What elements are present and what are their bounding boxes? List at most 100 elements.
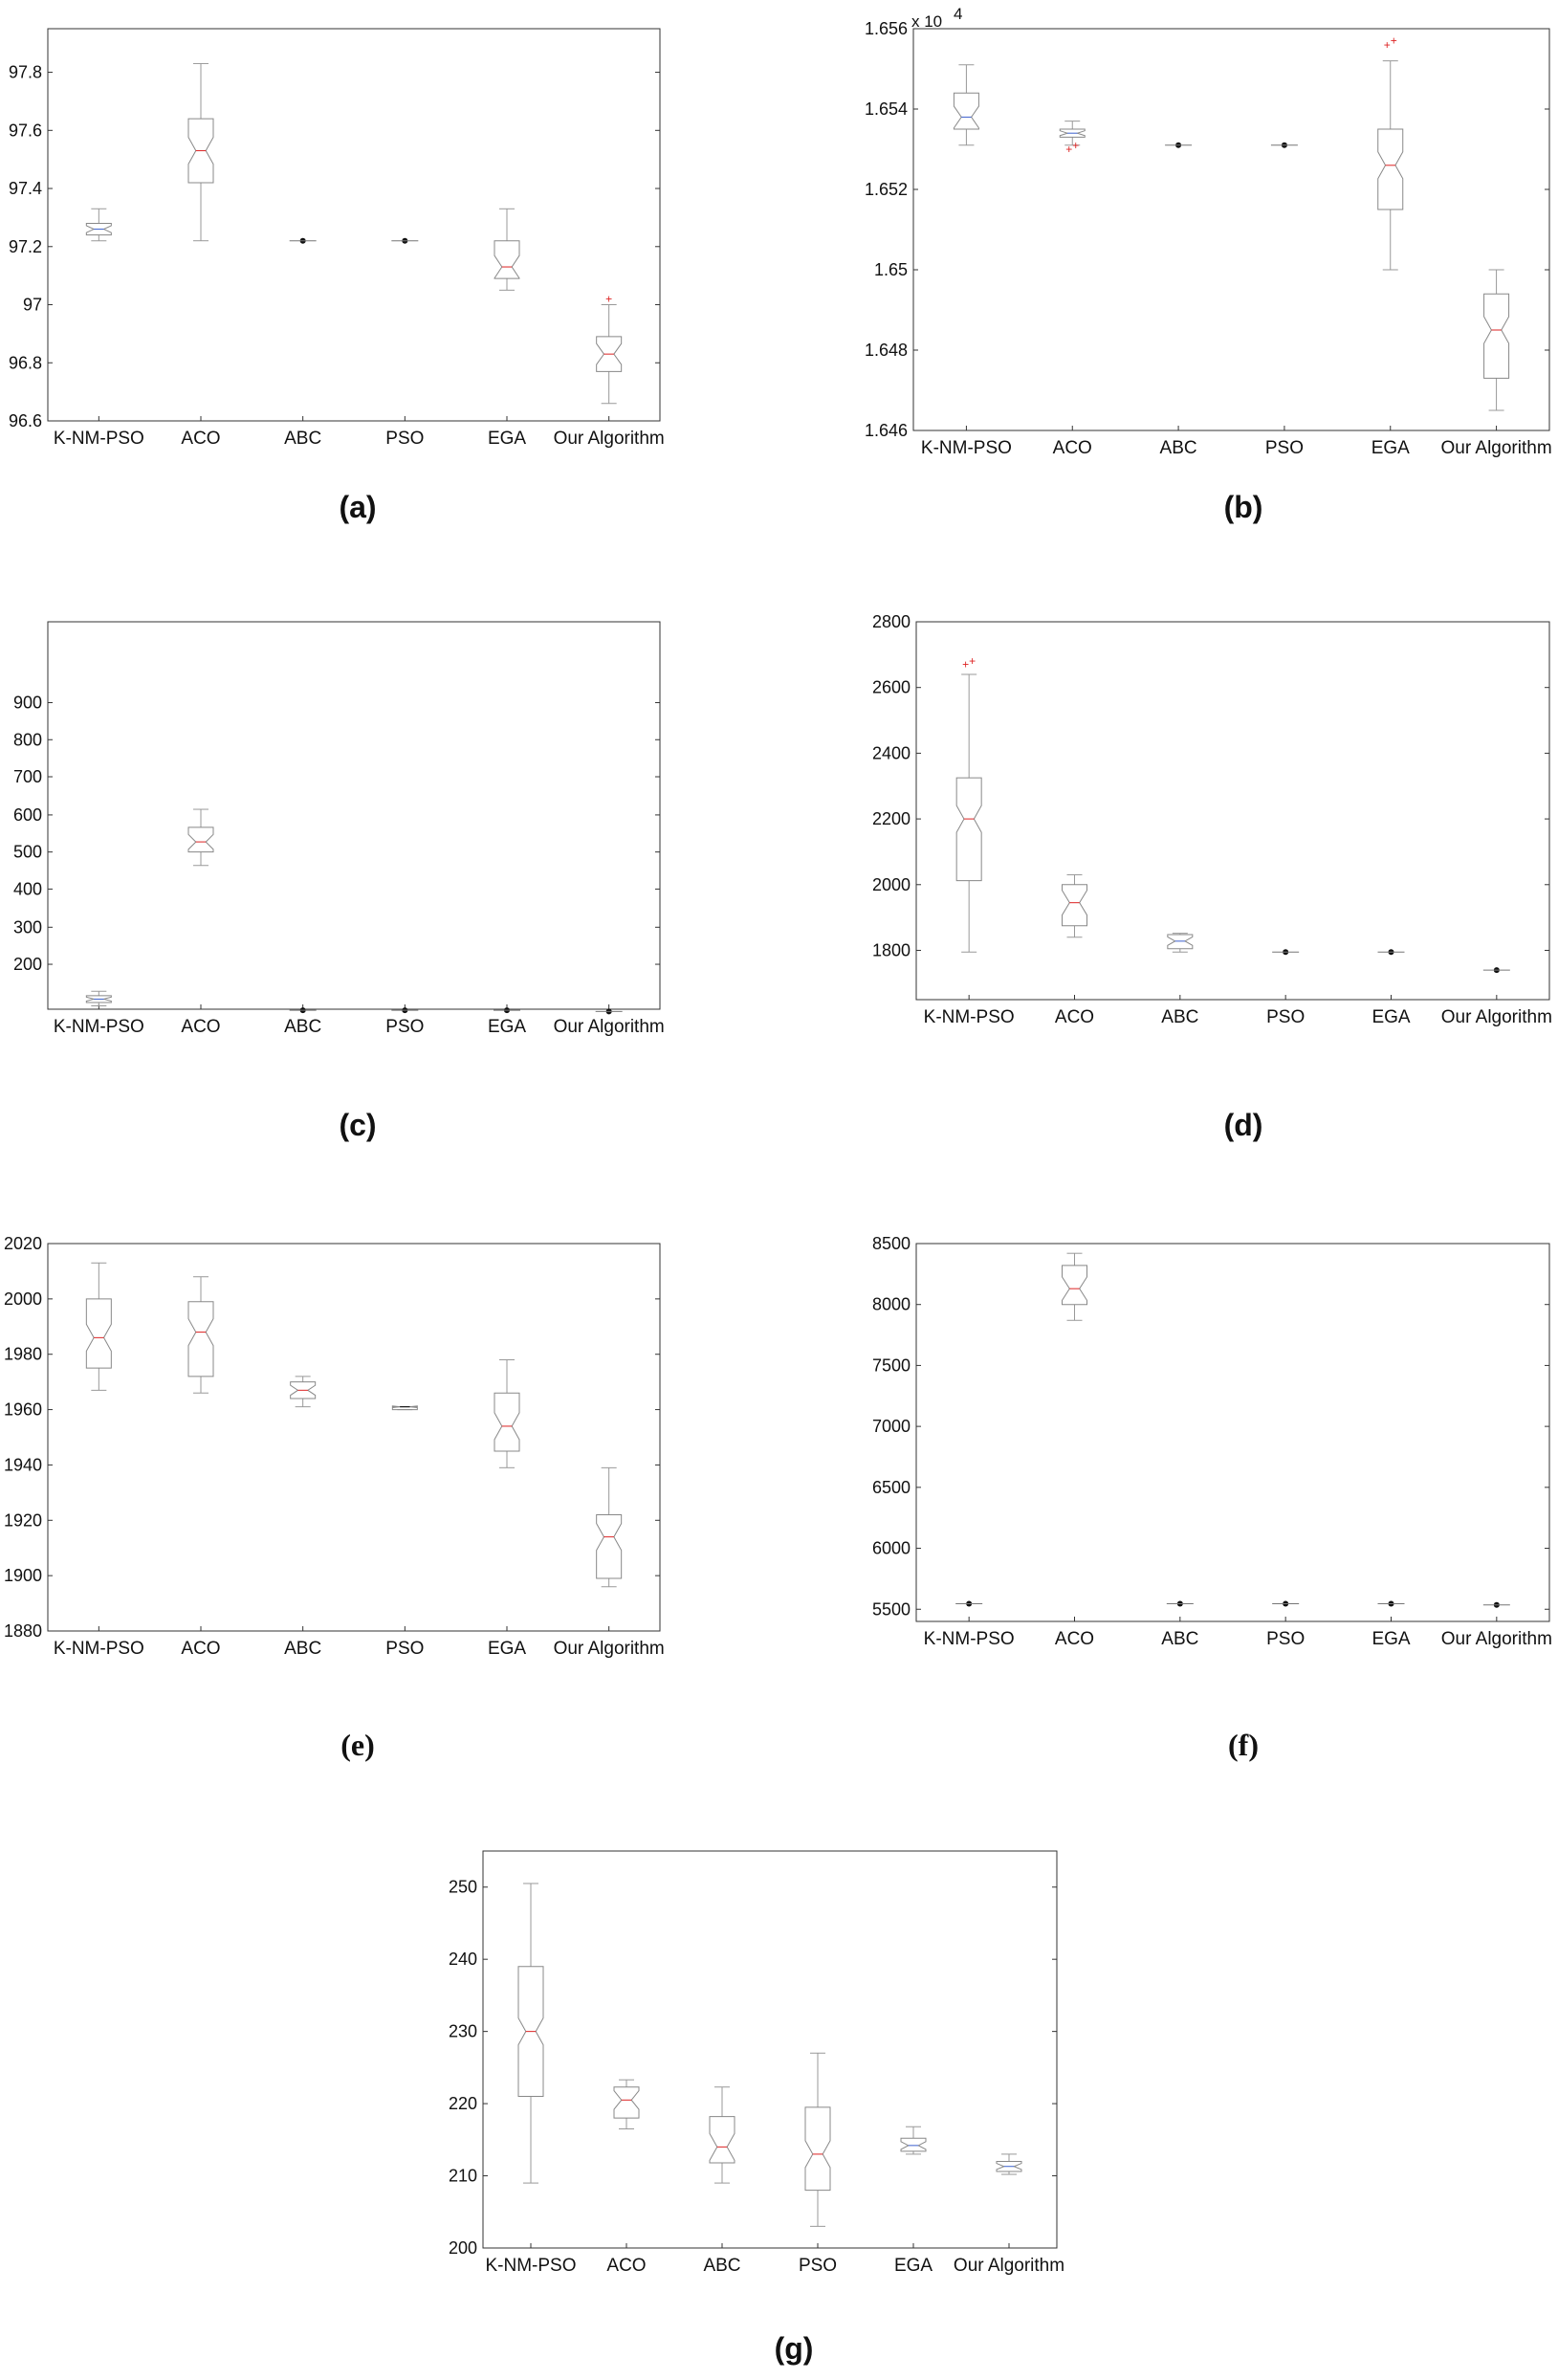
box-k-nm-pso — [517, 1883, 544, 2184]
chart-svg-c: 200 300 400 500 600 700 800 900 K-NM-PSO ACO ABC PS… — [13, 621, 665, 1037]
category-label: PSO — [1266, 1007, 1305, 1027]
category-label: K-NM-PSO — [486, 2256, 577, 2276]
y-tick-label: 220 — [449, 2094, 477, 2113]
chart-svg-f: 5500 6000 6500 7000 7500 8000 8500 K-NM-PSO ACO A… — [872, 1234, 1552, 1649]
category-label: ACO — [181, 429, 220, 449]
box-our-algorithm — [1482, 1601, 1510, 1608]
caption-e: (e) — [340, 1728, 375, 1762]
box-ega — [1377, 60, 1404, 271]
y-tick-label: 230 — [449, 2022, 477, 2041]
plot-frame — [915, 621, 1550, 1001]
box-ega — [900, 2126, 927, 2155]
caption-b: (b) — [1223, 490, 1263, 524]
box-our-algorithm — [1482, 967, 1510, 974]
chart-panel-b: 1.646 1.648 1.65 1.652 1.654 1.656 x 10 4 K-NM-P… — [865, 5, 1558, 469]
chart-svg-g: 200 210 220 230 240 250 K-NM-PSO ACO ABC PSO EGA Ou… — [449, 1850, 1064, 2276]
y-tick-label: 1920 — [4, 1510, 42, 1530]
plot-frame — [47, 28, 661, 422]
category-label: Our Algorithm — [1441, 1007, 1552, 1027]
category-label: K-NM-PSO — [54, 429, 144, 449]
category-label: K-NM-PSO — [921, 438, 1012, 458]
box-ega — [1377, 949, 1405, 956]
y-tick-label: 8500 — [872, 1234, 911, 1253]
box-our-algorithm — [596, 304, 623, 405]
box-body — [804, 2106, 831, 2192]
caption-d: (d) — [1223, 1108, 1263, 1142]
category-label: K-NM-PSO — [54, 1639, 144, 1659]
box-pso — [1272, 1600, 1300, 1607]
chart-panel-a: 96.6 96.8 97 97.2 97.4 97.6 97.8 K-NM-PSO ACO ABC… — [0, 10, 689, 459]
outlier-marker: + — [605, 292, 612, 305]
y-tick-label: 2200 — [872, 809, 911, 828]
y-tick-label: 7000 — [872, 1417, 911, 1436]
y-tick-label: 96.8 — [9, 353, 42, 372]
category-label: ABC — [1161, 1007, 1198, 1027]
y-tick-label: 2400 — [872, 743, 911, 762]
chart-svg-e: 1880 1900 1920 1940 1960 1980 2000 2020 K-NM-PSO… — [4, 1234, 665, 1659]
y-tick-label: 200 — [13, 955, 42, 974]
axis-exponent-power: 4 — [954, 5, 962, 23]
category-label: Our Algorithm — [554, 1017, 665, 1037]
box-abc — [289, 237, 317, 244]
category-label: Our Algorithm — [1441, 438, 1552, 458]
caption-f: (f) — [1228, 1728, 1259, 1762]
outlier-marker: + — [1065, 143, 1072, 156]
box-abc — [1167, 933, 1194, 953]
axis-exponent-label: x 10 — [911, 12, 942, 31]
y-tick-label: 1900 — [4, 1566, 42, 1585]
category-label: EGA — [1371, 1007, 1410, 1027]
box-our-algorithm — [996, 2153, 1022, 2175]
category-label: PSO — [1265, 438, 1304, 458]
y-tick-label: 7500 — [872, 1355, 911, 1375]
box-pso — [391, 237, 419, 244]
category-label: EGA — [488, 1017, 526, 1037]
y-tick-label: 800 — [13, 730, 42, 749]
category-label: ABC — [703, 2256, 740, 2276]
y-tick-label: 300 — [13, 917, 42, 937]
category-label: EGA — [488, 429, 526, 449]
chart-svg-a: 96.6 96.8 97 97.2 97.4 97.6 97.8 K-NM-PSO ACO ABC… — [9, 28, 665, 449]
category-label: Our Algorithm — [554, 1639, 665, 1659]
category-label: ABC — [284, 1639, 321, 1659]
box-body — [596, 1514, 623, 1579]
box-body — [596, 336, 623, 372]
category-label: ABC — [284, 429, 321, 449]
box-aco — [187, 1276, 214, 1394]
caption-a: (a) — [339, 490, 377, 524]
category-label: Our Algorithm — [954, 2256, 1064, 2276]
box-body — [517, 1966, 544, 2098]
box-body — [1059, 128, 1086, 138]
plot-frame — [912, 28, 1550, 431]
category-label: ACO — [1055, 1629, 1094, 1649]
category-label: EGA — [1371, 438, 1410, 458]
box-body — [494, 1392, 520, 1452]
y-tick-label: 1.65 — [874, 260, 908, 279]
category-label: PSO — [1266, 1629, 1305, 1649]
y-tick-label: 96.6 — [9, 411, 42, 430]
y-tick-label: 97 — [23, 296, 42, 315]
y-tick-label: 5500 — [872, 1599, 911, 1619]
outlier-marker: + — [962, 658, 969, 672]
box-ega — [494, 1359, 520, 1468]
category-label: Our Algorithm — [1441, 1629, 1552, 1649]
box-abc — [709, 2086, 735, 2184]
box-pso — [391, 1007, 419, 1014]
plot-frame — [482, 1850, 1058, 2249]
box-body — [955, 777, 982, 882]
y-tick-label: 1.654 — [865, 99, 908, 119]
y-tick-label: 250 — [449, 1878, 477, 1897]
y-tick-label: 400 — [13, 879, 42, 898]
y-tick-label: 1940 — [4, 1455, 42, 1474]
box-abc — [1166, 1600, 1194, 1607]
y-tick-label: 600 — [13, 805, 42, 825]
y-tick-label: 97.6 — [9, 121, 42, 140]
box-k-nm-pso — [85, 990, 112, 1006]
outlier-marker: + — [1072, 139, 1079, 152]
chart-panel-c: 200 300 400 500 600 700 800 900 K-NM-PSO ACO ABC PS… — [0, 603, 689, 1052]
box-body — [900, 2137, 927, 2152]
category-label: ACO — [606, 2256, 646, 2276]
box-body — [494, 240, 520, 279]
category-label: Our Algorithm — [554, 429, 665, 449]
outlier-marker: + — [1391, 34, 1397, 48]
box-aco — [1062, 873, 1087, 938]
